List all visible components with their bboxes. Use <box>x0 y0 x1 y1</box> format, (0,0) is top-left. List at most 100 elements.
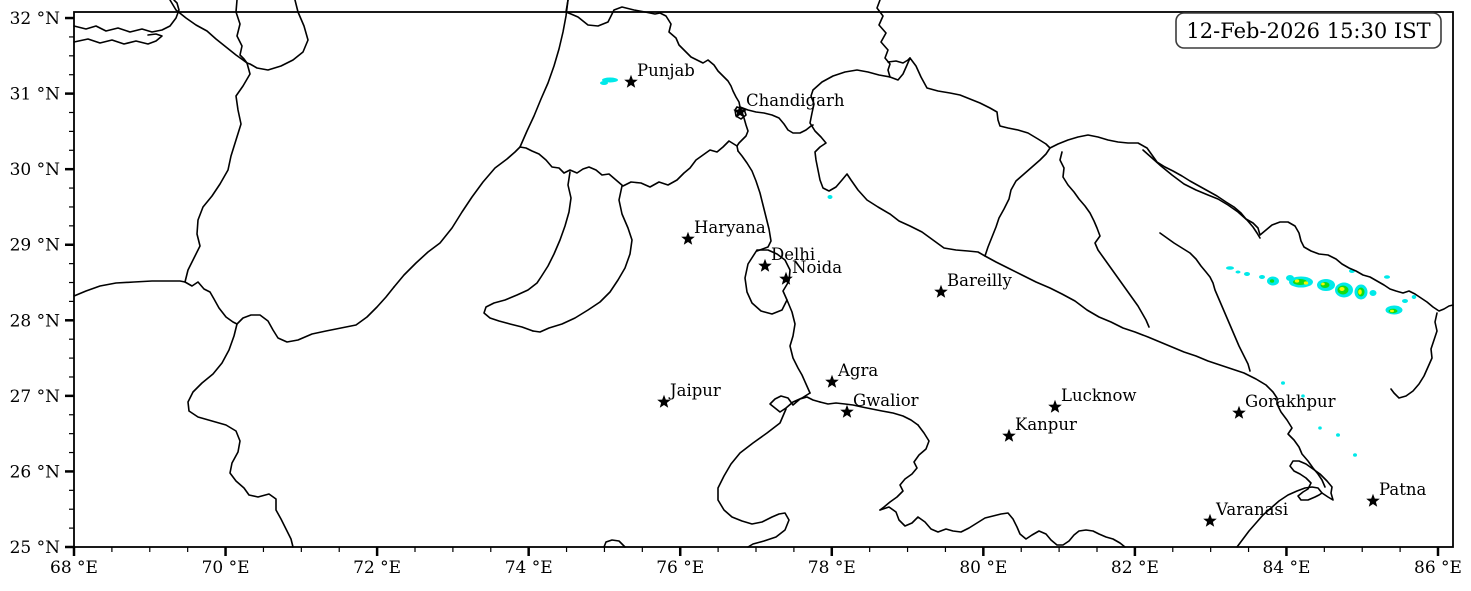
radar-echo-cell <box>1235 270 1241 274</box>
x-tick-label: 74 °E <box>505 558 553 578</box>
boundary-nepal-z3 <box>1159 232 1251 372</box>
city-label-bareilly: Bareilly <box>947 271 1012 290</box>
boundary-yamuna-south <box>786 299 811 394</box>
boundary-haryana-east <box>737 150 772 252</box>
timestamp-box-border <box>1175 12 1442 49</box>
city-label-noida: Noida <box>792 258 842 277</box>
boundary-pak-top-squiggle <box>73 0 180 33</box>
radar-echo-cell <box>1402 299 1408 303</box>
city-star-noida <box>779 271 793 285</box>
boundary-delhi-enclave <box>744 249 791 315</box>
y-tick-label: 26 °N <box>10 462 61 482</box>
radar-echo-cell <box>1411 295 1417 299</box>
plot-frame <box>73 11 1454 548</box>
y-tick-label: 25 °N <box>10 538 61 558</box>
boundary-up-south <box>879 506 1126 548</box>
radar-echo-cell <box>600 81 608 85</box>
boundary-hp-top-line <box>876 0 891 78</box>
boundary-hump-east <box>236 286 395 343</box>
boundary-axis-bump <box>603 539 626 548</box>
radar-echo-cell <box>1226 266 1234 270</box>
boundary-raj-haryana-w <box>483 171 572 332</box>
city-star-haryana <box>681 231 695 245</box>
boundary-west-horizontal <box>73 280 186 297</box>
y-tick-label: 30 °N <box>10 160 61 180</box>
radar-echo-cell <box>1321 282 1325 286</box>
y-tick-label: 27 °N <box>10 387 61 407</box>
radar-echo-cell <box>1294 279 1300 283</box>
radar-echo-cell <box>1318 426 1322 430</box>
radar-echo-cell <box>602 77 618 83</box>
x-tick-label: 68 °E <box>50 558 98 578</box>
radar-echo-layer <box>600 77 1417 457</box>
city-label-agra: Agra <box>837 361 878 380</box>
state-boundaries <box>73 0 1454 548</box>
radar-echo-cell <box>1269 279 1275 283</box>
boundary-pak-west-border <box>184 62 251 283</box>
y-tick-label: 32 °N <box>10 9 61 29</box>
city-star-bareilly <box>934 284 948 298</box>
radar-echo-cell <box>1353 453 1357 457</box>
radar-echo-cell <box>1244 272 1250 276</box>
boundary-bihar-blob <box>1289 460 1334 501</box>
axis-ticks-layer: 68 °E 70 °E 72 °E 74 °E 76 °E 78 °E 80 °E 82 °E… <box>10 9 1462 578</box>
radar-echo-cell <box>1384 275 1390 279</box>
city-star-delhi <box>758 258 772 272</box>
city-star-varanasi <box>1203 513 1217 527</box>
timestamp-box: 12-Feb-2026 15:30 IST <box>1175 12 1442 49</box>
city-label-lucknow: Lucknow <box>1061 386 1137 405</box>
city-label-jaipur: Jaipur <box>668 381 721 400</box>
radar-echo-cell <box>1390 309 1394 313</box>
city-label-haryana: Haryana <box>694 218 766 237</box>
boundary-punjab-west <box>519 0 569 148</box>
radar-echo-cell <box>1281 381 1285 385</box>
y-tick-label: 28 °N <box>10 311 61 331</box>
radar-echo-cell <box>827 195 833 199</box>
x-tick-label: 76 °E <box>656 558 704 578</box>
y-tick-label: 31 °N <box>10 85 61 105</box>
x-tick-label: 70 °E <box>202 558 250 578</box>
boundary-gwalior-line <box>819 401 919 426</box>
boundary-fingers <box>879 424 930 511</box>
boundary-nepal-north <box>1049 134 1454 312</box>
city-star-gwalior <box>840 404 854 418</box>
boundary-agra-beak <box>769 392 821 413</box>
boundary-jk-wedge-right <box>246 0 309 71</box>
radar-echo-cell <box>1358 289 1362 295</box>
x-tick-label: 84 °E <box>1262 558 1310 578</box>
city-star-jaipur <box>657 394 671 408</box>
boundary-hp-branch <box>887 57 911 64</box>
boundary-jk-wedge-mid <box>235 0 248 64</box>
city-label-gorakhpur: Gorakhpur <box>1245 392 1336 411</box>
city-label-punjab: Punjab <box>637 61 695 80</box>
boundary-w-dip <box>184 281 238 325</box>
x-tick-label: 78 °E <box>808 558 856 578</box>
city-label-kanpur: Kanpur <box>1015 415 1077 434</box>
y-tick-label: 29 °N <box>10 236 61 256</box>
x-tick-label: 80 °E <box>959 558 1007 578</box>
boundary-punjab-south <box>519 140 738 188</box>
city-star-patna <box>1366 493 1380 507</box>
boundary-nepal-south <box>984 255 1278 405</box>
city-star-lucknow <box>1048 399 1062 413</box>
x-tick-label: 82 °E <box>1111 558 1159 578</box>
city-star-punjab <box>624 74 638 88</box>
radar-echo-cell <box>1336 433 1340 437</box>
city-label-delhi: Delhi <box>771 245 815 264</box>
city-star-agra <box>825 374 839 388</box>
boundary-jk-wedge-left <box>169 0 248 64</box>
city-star-kanpur <box>1002 428 1016 442</box>
boundary-mp-loop <box>717 408 790 548</box>
boundary-punjab-north <box>565 0 749 152</box>
boundary-chd-uk-line <box>739 106 814 134</box>
radar-echo-cell <box>1301 394 1305 398</box>
boundary-up-bihar <box>1276 403 1326 488</box>
boundary-right-branch <box>1390 312 1438 399</box>
boundary-haryana-west <box>532 185 633 333</box>
timestamp-text: 12-Feb-2026 15:30 IST <box>1186 19 1430 43</box>
city-label-patna: Patna <box>1379 480 1426 499</box>
radar-echo-cell <box>1259 275 1265 279</box>
